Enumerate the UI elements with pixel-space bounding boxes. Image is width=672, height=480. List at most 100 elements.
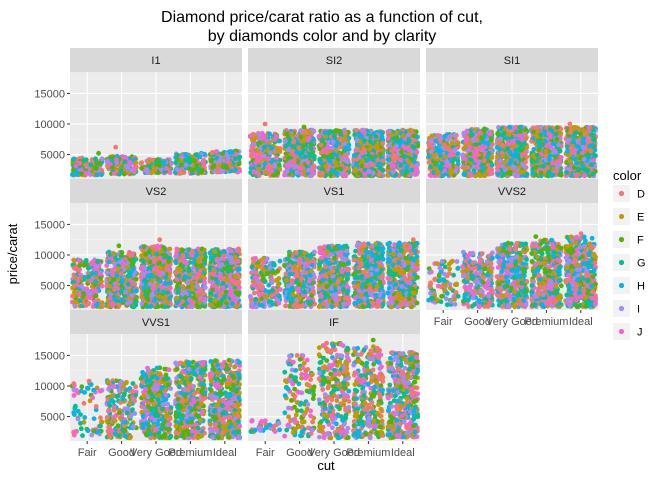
data-point — [125, 165, 131, 171]
data-point — [249, 147, 255, 152]
data-point — [531, 129, 537, 135]
data-point — [380, 158, 386, 164]
data-point — [328, 152, 334, 158]
data-point — [468, 172, 474, 178]
data-point — [187, 166, 192, 171]
data-point — [318, 160, 324, 166]
data-point — [318, 142, 324, 148]
data-point — [514, 172, 520, 178]
data-point — [264, 170, 269, 175]
data-point — [554, 136, 560, 142]
data-point — [294, 170, 300, 175]
data-point — [472, 154, 477, 160]
data-point — [489, 162, 495, 168]
data-point — [366, 168, 372, 174]
data-point — [311, 164, 317, 170]
data-point — [251, 137, 257, 142]
facet-panel-si1: SI1 — [425, 48, 599, 179]
data-point — [558, 155, 564, 160]
y-tick-label: 5000 — [41, 150, 65, 162]
data-point — [78, 272, 83, 278]
data-point — [496, 171, 501, 177]
data-point — [71, 156, 77, 162]
data-point — [262, 161, 268, 167]
data-point — [324, 145, 330, 151]
data-point — [173, 160, 179, 166]
data-point — [220, 151, 226, 157]
data-point — [507, 124, 513, 130]
data-point — [291, 138, 297, 144]
data-point — [333, 160, 338, 166]
data-point — [385, 157, 391, 163]
data-point — [266, 140, 272, 146]
data-point — [183, 157, 189, 163]
data-point — [591, 137, 596, 143]
data-point — [400, 133, 406, 139]
data-point — [175, 152, 180, 158]
data-point — [581, 140, 587, 146]
data-point — [550, 147, 556, 152]
data-point — [481, 127, 486, 133]
data-point — [399, 149, 404, 155]
data-point — [550, 160, 555, 166]
data-point — [574, 160, 580, 166]
data-point-outlier — [96, 150, 101, 156]
data-point — [486, 150, 492, 156]
data-point — [542, 129, 548, 135]
data-point — [516, 140, 521, 145]
data-point — [587, 143, 593, 149]
data-point — [147, 158, 153, 164]
data-point — [334, 153, 340, 158]
data-point — [80, 290, 86, 296]
data-point — [506, 132, 512, 138]
data-point — [129, 167, 135, 173]
data-point — [353, 168, 359, 174]
data-point — [407, 128, 413, 134]
data-point — [337, 144, 343, 150]
data-point — [228, 168, 234, 174]
data-point — [104, 159, 110, 164]
data-point — [543, 148, 549, 154]
data-point — [256, 166, 262, 172]
data-point — [434, 171, 440, 176]
data-point — [500, 132, 505, 138]
data-point — [590, 171, 596, 177]
data-point — [402, 154, 407, 160]
data-point — [439, 161, 445, 167]
data-point — [578, 131, 583, 137]
data-point — [99, 156, 105, 162]
data-point-outlier — [262, 121, 268, 127]
data-point — [262, 144, 267, 150]
data-point — [589, 162, 594, 168]
data-point — [359, 163, 365, 169]
data-point — [582, 173, 587, 178]
data-point — [298, 134, 304, 140]
data-point — [164, 166, 170, 171]
data-point — [82, 158, 87, 164]
data-point — [133, 288, 139, 294]
data-point — [379, 134, 385, 140]
data-point — [520, 137, 525, 142]
data-point — [209, 150, 215, 156]
data-point — [284, 131, 290, 137]
data-point — [282, 138, 288, 144]
data-point — [233, 167, 239, 173]
data-point — [183, 162, 189, 168]
data-point — [530, 171, 536, 176]
data-point — [83, 258, 89, 264]
data-point — [496, 162, 501, 167]
data-point — [541, 163, 546, 169]
data-point — [183, 152, 189, 158]
y-tick-label: 15000 — [34, 88, 65, 100]
data-point — [270, 172, 276, 178]
data-point — [110, 165, 115, 171]
data-point — [214, 149, 219, 154]
data-point — [414, 150, 420, 156]
data-point — [220, 169, 225, 174]
data-point — [406, 147, 412, 153]
points — [70, 144, 243, 178]
data-point — [285, 155, 291, 161]
data-point — [71, 283, 77, 289]
facet-strip — [70, 48, 242, 72]
